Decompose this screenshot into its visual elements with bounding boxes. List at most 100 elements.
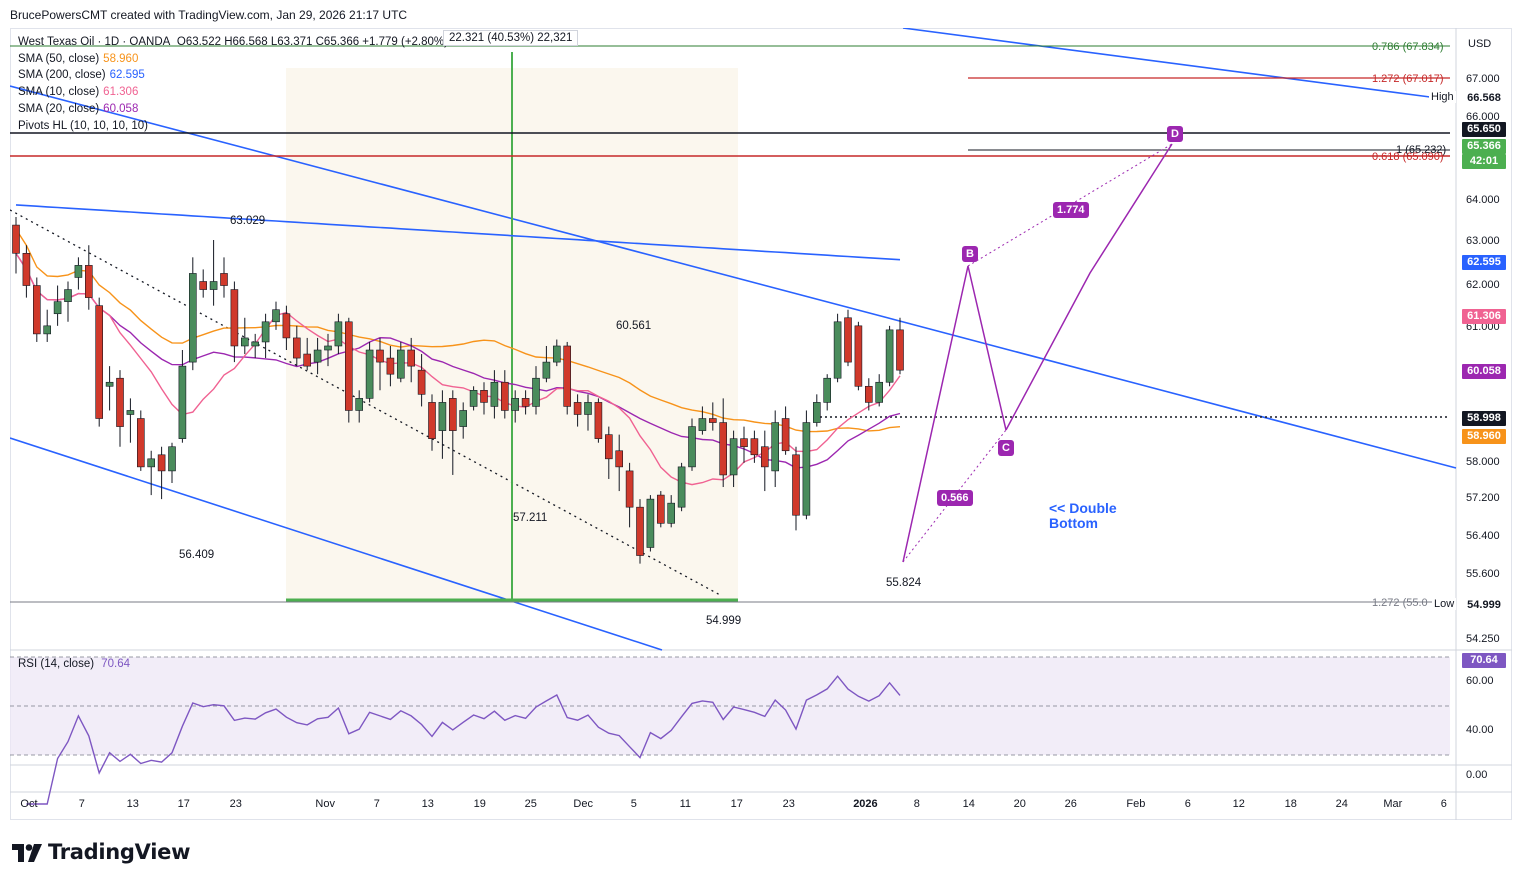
candle[interactable] [448,390,457,475]
candle[interactable] [168,442,176,483]
candle[interactable] [313,337,322,375]
candle[interactable] [396,341,405,383]
candle[interactable] [386,345,395,387]
candle[interactable] [750,430,759,463]
candle[interactable] [74,257,83,290]
candle[interactable] [292,325,301,367]
candle[interactable] [812,394,821,427]
candle[interactable] [32,277,41,342]
candle[interactable] [823,374,832,411]
rsi-legend-label[interactable]: RSI (14, close) [18,658,95,670]
candle[interactable] [241,317,249,355]
candle[interactable] [615,434,624,492]
candle[interactable] [563,341,572,415]
candle[interactable] [511,390,520,423]
candle[interactable] [781,406,790,455]
candle[interactable] [199,269,207,298]
legend-sma50-label[interactable]: SMA (50, close) [18,52,100,65]
candle[interactable] [864,378,873,411]
time-tick: 13 [126,798,139,810]
candle[interactable] [854,321,863,391]
candle[interactable] [688,418,696,471]
candle[interactable] [584,394,592,431]
candle[interactable] [438,390,447,459]
candle[interactable] [64,281,72,322]
candle[interactable] [282,305,291,351]
candle[interactable] [355,390,364,423]
fib-label-1: 1 (65.232) [1396,144,1447,156]
candle[interactable] [261,313,270,359]
candle[interactable] [656,491,665,528]
candle[interactable] [85,245,93,310]
candle[interactable] [771,410,780,488]
candle[interactable] [417,354,426,407]
candle[interactable] [760,430,769,492]
candle[interactable] [43,309,52,342]
candle[interactable] [189,257,197,371]
candle[interactable] [428,394,436,451]
candle[interactable] [147,450,155,496]
candle[interactable] [126,398,135,443]
candle[interactable] [729,430,738,488]
legend-pivots-label[interactable]: Pivots HL (10, 10, 10, 10) [18,119,148,132]
legend-sma200-label[interactable]: SMA (200, close) [18,69,106,82]
candle[interactable] [792,446,800,531]
candle[interactable] [625,462,634,528]
candle[interactable] [532,366,540,415]
candle[interactable] [677,462,686,512]
candle[interactable] [552,339,561,367]
candle[interactable] [209,239,218,306]
candle[interactable] [272,301,280,330]
candle[interactable] [740,426,748,463]
tradingview-logo[interactable]: TradingView [12,840,190,864]
candle[interactable] [480,382,488,415]
candle[interactable] [344,317,353,423]
candle[interactable] [875,374,884,407]
candle[interactable] [334,313,343,355]
candle[interactable] [376,337,384,391]
candle[interactable] [833,313,842,383]
candle[interactable] [594,398,603,443]
candle[interactable] [844,309,852,367]
candle[interactable] [885,325,894,387]
candle[interactable] [22,245,31,298]
candle[interactable] [646,495,655,552]
candle[interactable] [251,333,259,359]
candle[interactable] [95,297,103,427]
candle[interactable] [105,366,114,411]
candle[interactable] [719,398,728,488]
candle[interactable] [220,257,228,298]
candle[interactable] [178,350,187,443]
candle[interactable] [896,317,904,375]
candle[interactable] [365,341,374,403]
legend-sma10-label[interactable]: SMA (10, close) [18,86,100,99]
legend-sma20-label[interactable]: SMA (20, close) [18,102,100,115]
candle[interactable] [500,370,509,419]
candle[interactable] [53,285,62,326]
candle-body [105,381,114,387]
candle[interactable] [459,402,468,439]
candle[interactable] [521,390,530,415]
candle[interactable] [636,499,644,564]
candle[interactable] [303,337,312,371]
candle[interactable] [469,386,478,411]
candle[interactable] [573,394,582,427]
candle[interactable] [708,402,717,431]
candle[interactable] [157,446,166,500]
candle[interactable] [490,370,499,419]
candle[interactable] [230,281,239,363]
candle[interactable] [407,337,416,383]
candle-body [116,377,124,427]
chart-canvas[interactable] [10,28,1512,820]
candle[interactable] [324,333,332,367]
candle[interactable] [698,406,707,435]
candle[interactable] [604,426,613,479]
currency-label[interactable]: USD [1468,38,1492,50]
legend-symbol[interactable]: West Texas Oil · 1D · OANDA [18,36,170,48]
candle[interactable] [542,345,551,383]
candle[interactable] [116,370,124,447]
candle[interactable] [137,410,145,471]
candle[interactable] [802,410,811,520]
candle[interactable] [12,217,20,274]
candle[interactable] [667,495,676,528]
